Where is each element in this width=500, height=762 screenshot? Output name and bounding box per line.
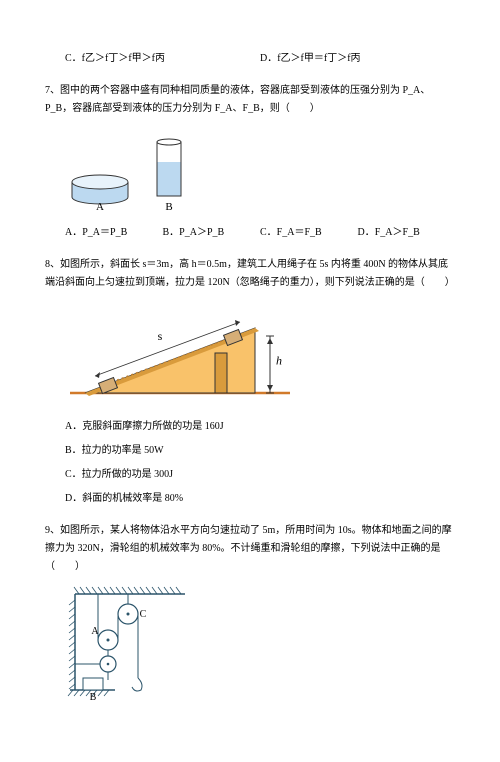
svg-text:A: A: [96, 201, 104, 213]
svg-text:C: C: [140, 609, 147, 620]
q9-stem: 9、如图所示，某人将物体沿水平方向匀速拉动了 5m，所用时间为 10s。物体和地…: [45, 522, 455, 576]
svg-text:B: B: [165, 201, 172, 213]
q7-figure: AB: [65, 124, 455, 214]
q8-stem: 8、如图所示，斜面长 s＝3m，高 h＝0.5m，建筑工人用绳子在 5s 内将重…: [45, 256, 455, 292]
containers-svg: AB: [65, 124, 215, 214]
q7-opt-b: B．P_A＞P_B: [163, 224, 261, 242]
q6-opt-c: C．f乙＞f丁＞f甲＞f丙: [65, 50, 260, 68]
q7-options: A．P_A＝P_B B．P_A＞P_B C．F_A＝F_B D．F_A＞F_B: [45, 224, 455, 242]
q7-opt-d: D．F_A＞F_B: [358, 224, 456, 242]
q7-opt-c: C．F_A＝F_B: [260, 224, 358, 242]
q8-figure: sh: [65, 298, 455, 408]
q7-opt-a: A．P_A＝P_B: [65, 224, 163, 242]
pulley-svg: CAB: [65, 582, 195, 702]
q7-stem: 7、图中的两个容器中盛有同种相同质量的液体，容器底部受到液体的压强分别为 P_A…: [45, 82, 455, 118]
q8-opt-c: C．拉力所做的功是 300J: [65, 466, 455, 484]
svg-text:B: B: [90, 692, 97, 702]
svg-text:h: h: [276, 354, 282, 368]
q8-opt-d: D．斜面的机械效率是 80%: [65, 490, 455, 508]
q6-options-cd: C．f乙＞f丁＞f甲＞f丙 D．f乙＞f甲＝f丁＞f丙: [45, 50, 455, 68]
incline-svg: sh: [65, 298, 305, 408]
svg-text:s: s: [158, 329, 163, 343]
q6-opt-d: D．f乙＞f甲＝f丁＞f丙: [260, 50, 455, 68]
q8-opt-b: B．拉力的功率是 50W: [65, 442, 455, 460]
q9-figure: CAB: [65, 582, 455, 702]
q8-opt-a: A．克服斜面摩擦力所做的功是 160J: [65, 418, 455, 436]
